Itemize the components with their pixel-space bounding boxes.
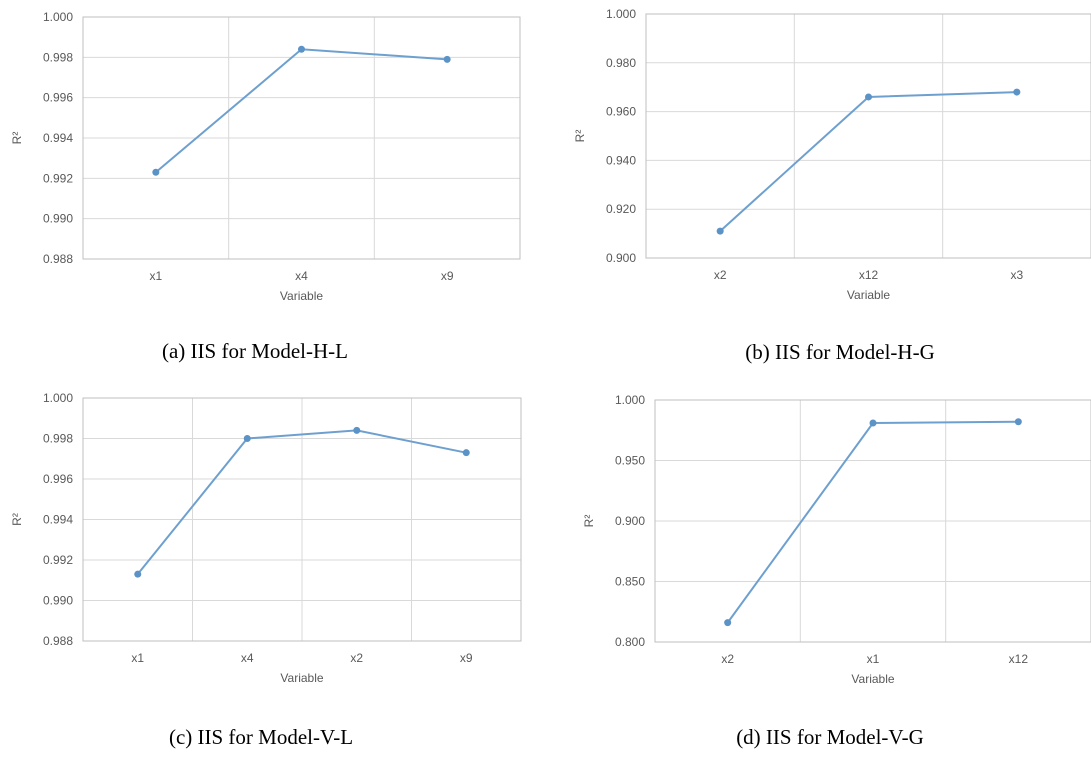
data-point <box>298 45 305 53</box>
x-axis-title: Variable <box>280 289 323 303</box>
y-tick-label: 0.994 <box>43 131 73 145</box>
y-tick-label: 0.996 <box>43 91 73 105</box>
plot-frame <box>82 16 521 260</box>
x-axis-title: Variable <box>280 671 323 685</box>
y-tick-label: 1.000 <box>615 393 645 407</box>
series-line <box>726 420 1019 624</box>
y-tick-label: 0.980 <box>606 56 636 70</box>
x-tick-label: x3 <box>1010 268 1023 282</box>
series-line <box>155 48 448 174</box>
y-tick-label: 1.000 <box>43 391 73 405</box>
y-tick-label: 0.900 <box>606 251 636 265</box>
y-axis-title: R² <box>582 515 596 528</box>
x-tick-label: x9 <box>441 269 454 283</box>
y-tick-label: 0.920 <box>606 202 636 216</box>
data-point <box>865 93 872 101</box>
chart-caption: (c) IIS for Model-V-L <box>169 725 353 749</box>
series-line <box>136 429 467 575</box>
y-tick-label: 0.992 <box>43 171 73 185</box>
y-tick-label: 0.960 <box>606 105 636 119</box>
x-tick-label: x9 <box>460 651 473 665</box>
x-tick-label: x1 <box>131 651 144 665</box>
data-point <box>716 227 724 235</box>
data-point <box>353 426 361 434</box>
y-tick-label: 0.998 <box>43 432 73 446</box>
chart-panel-4: 0.800 0.850 0.900 0.950 1.000 x2 x1 x12 Variable… <box>582 393 1091 749</box>
y-tick-label: 0.992 <box>43 553 73 567</box>
x-axis-title: Variable <box>851 672 894 686</box>
data-point <box>152 168 160 176</box>
plot-frame <box>654 399 1091 643</box>
data-point <box>869 419 877 427</box>
x-tick-label: x1 <box>867 652 880 666</box>
chart-panel-1: 0.988 0.990 0.992 0.994 0.996 0.998 1.000 x1 x4 x… <box>10 10 521 363</box>
x-tick-label: x2 <box>714 268 727 282</box>
y-tick-label: 0.900 <box>615 514 645 528</box>
chart-caption: (a) IIS for Model-H-L <box>162 339 348 363</box>
y-tick-label: 1.000 <box>43 10 73 24</box>
series-line <box>719 91 1017 232</box>
y-tick-label: 0.988 <box>43 252 73 266</box>
y-tick-label: 0.940 <box>606 153 636 167</box>
x-tick-label: x4 <box>241 651 254 665</box>
plot-frame <box>645 13 1091 259</box>
x-tick-label: x12 <box>859 268 879 282</box>
x-tick-label: x2 <box>350 651 363 665</box>
y-tick-label: 0.850 <box>615 575 645 589</box>
data-point <box>1013 88 1021 96</box>
y-tick-label: 0.988 <box>43 634 73 648</box>
chart-panel-2: 0.900 0.920 0.940 0.960 0.980 1.000 x2 x12 x3 Var… <box>573 7 1091 364</box>
y-axis-title: R² <box>10 513 24 526</box>
x-tick-label: x1 <box>149 269 162 283</box>
data-point <box>243 435 251 442</box>
chart-caption: (b) IIS for Model-H-G <box>745 340 935 364</box>
x-tick-label: x4 <box>295 269 308 283</box>
y-tick-label: 1.000 <box>606 7 636 21</box>
y-tick-label: 0.998 <box>43 50 73 64</box>
data-point <box>134 570 142 578</box>
y-tick-label: 0.800 <box>615 635 645 649</box>
x-tick-label: x2 <box>721 652 734 666</box>
plot-frame <box>82 397 522 642</box>
x-tick-label: x12 <box>1009 652 1029 666</box>
data-point <box>443 55 451 63</box>
x-axis-title: Variable <box>847 288 890 302</box>
y-axis-title: R² <box>573 130 587 143</box>
y-axis-title: R² <box>10 132 24 145</box>
data-point <box>462 449 470 457</box>
chart-caption: (d) IIS for Model-V-G <box>736 725 924 749</box>
data-point <box>724 619 732 627</box>
y-tick-label: 0.950 <box>615 454 645 468</box>
chart-panel-3: 0.988 0.990 0.992 0.994 0.996 0.998 1.000 x1 x4 x… <box>10 391 522 749</box>
y-tick-label: 0.996 <box>43 472 73 486</box>
y-tick-label: 0.990 <box>43 594 73 608</box>
y-tick-label: 0.994 <box>43 513 73 527</box>
y-tick-label: 0.990 <box>43 212 73 226</box>
data-point <box>1014 418 1022 426</box>
